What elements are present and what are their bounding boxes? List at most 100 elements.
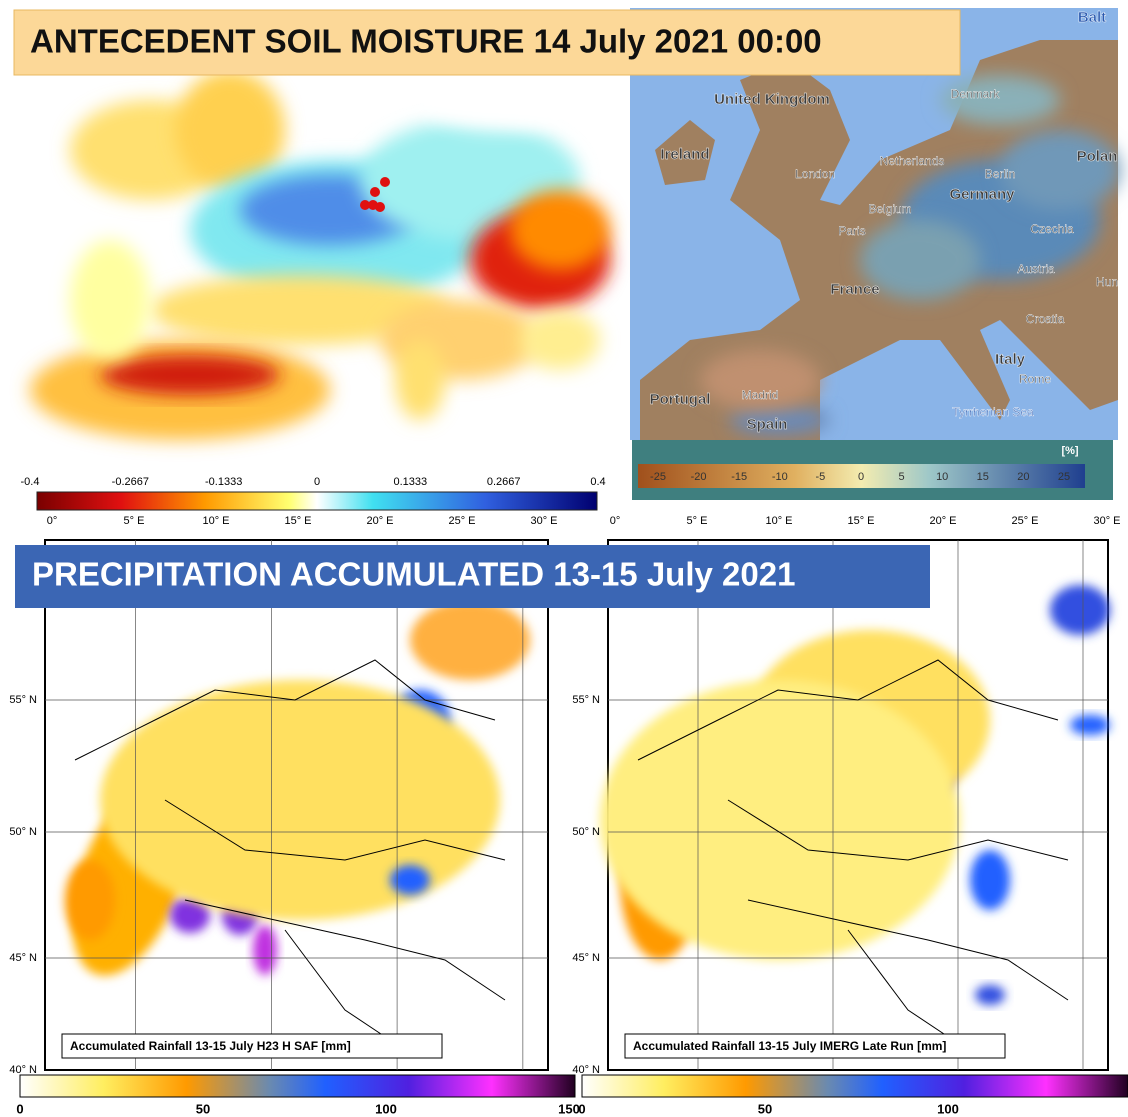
place-label: Czechia bbox=[1030, 222, 1074, 236]
legend-tick-label: -25 bbox=[650, 471, 666, 483]
longitude-label: 5° E bbox=[124, 515, 145, 527]
colorbar-tick-label: 0.1333 bbox=[394, 476, 428, 488]
colorbar bbox=[581, 1074, 1128, 1098]
colorbar-tick-label: 100 bbox=[937, 1101, 959, 1116]
longitude-label: 30° E bbox=[530, 515, 557, 527]
longitude-label: 15° E bbox=[284, 515, 311, 527]
colorbar-tick-label: -0.2667 bbox=[112, 476, 149, 488]
latitude-label: 55° N bbox=[572, 694, 600, 706]
map-area bbox=[1050, 585, 1110, 635]
legend-unit: [%] bbox=[1061, 445, 1078, 457]
legend-tick-label: 10 bbox=[936, 471, 948, 483]
colorbar-tick-label: 0 bbox=[16, 1101, 23, 1116]
latitude-label: 50° N bbox=[9, 826, 37, 838]
longitude-label: 5° E bbox=[687, 515, 708, 527]
longitude-label: 20° E bbox=[366, 515, 393, 527]
place-label: London bbox=[795, 167, 835, 181]
title-box bbox=[13, 9, 961, 76]
place-label: Netherlands bbox=[880, 154, 945, 168]
map-area bbox=[970, 850, 1010, 910]
legend-tick-label: 15 bbox=[977, 471, 989, 483]
latitude-label: 50° N bbox=[572, 826, 600, 838]
caption-box bbox=[624, 1033, 1006, 1059]
latitude-label: 40° N bbox=[572, 1064, 600, 1076]
marker-dot bbox=[380, 177, 390, 187]
latitude-label: 45° N bbox=[572, 952, 600, 964]
place-label: Tyrrhenian Sea bbox=[952, 405, 1034, 419]
percent-map: Balt United Kingdom Denmark Ireland London Ne… bbox=[610, 8, 1121, 527]
colorbar-tick-label: 100 bbox=[375, 1101, 397, 1116]
map-area bbox=[940, 75, 1060, 125]
longitude-label: 25° E bbox=[1011, 515, 1038, 527]
map-area bbox=[390, 865, 430, 895]
marker-dot bbox=[360, 200, 370, 210]
caption: Accumulated Rainfall 13-15 July H23 H SA… bbox=[70, 1039, 351, 1053]
colorbar-tick-label: 0 bbox=[578, 1101, 585, 1116]
place-label: Hun bbox=[1096, 275, 1118, 289]
place-label: Croatia bbox=[1026, 312, 1065, 326]
colorbar-tick-label: 50 bbox=[758, 1101, 772, 1116]
longitude-label: 20° E bbox=[929, 515, 956, 527]
colorbar bbox=[36, 491, 598, 511]
place-label: Spain bbox=[747, 416, 788, 433]
map-area bbox=[600, 680, 960, 960]
colorbar-tick-label: 0 bbox=[314, 476, 320, 488]
place-label: Ireland bbox=[660, 146, 709, 163]
borders bbox=[637, 659, 1069, 1051]
legend-tick-label: 25 bbox=[1058, 471, 1070, 483]
map-area bbox=[175, 70, 285, 190]
map-area bbox=[150, 275, 450, 345]
marker-dot bbox=[375, 202, 385, 212]
place-label: Italy bbox=[995, 351, 1026, 368]
colorbar-tick-label: 0.2667 bbox=[487, 476, 521, 488]
legend-tick-label: 20 bbox=[1017, 471, 1029, 483]
place-label: France bbox=[830, 281, 879, 298]
longitude-label: 25° E bbox=[448, 515, 475, 527]
colorbar-tick-label: -0.1333 bbox=[205, 476, 242, 488]
longitude-label: 30° E bbox=[1093, 515, 1120, 527]
map-area bbox=[100, 355, 280, 395]
legend-tick-label: -5 bbox=[816, 471, 826, 483]
caption-box bbox=[61, 1033, 443, 1059]
anomaly-map: -0.4 -0.2667 -0.1333 0 0.1333 0.2667 0.4 0° 5° E… bbox=[15, 70, 615, 527]
rainfall-map: Accumulated Rainfall 13-15 July H23 H SA… bbox=[9, 539, 580, 1116]
marker-dot bbox=[370, 187, 380, 197]
title-box bbox=[15, 545, 930, 608]
colorbar bbox=[19, 1074, 576, 1098]
map-layer: -0.4 -0.2667 -0.1333 0 0.1333 0.2667 0.4 0° 5° E… bbox=[9, 8, 1128, 1116]
place-label: Rome bbox=[1019, 372, 1051, 386]
map-area bbox=[170, 897, 210, 933]
place-label: Paris bbox=[838, 224, 865, 238]
place-label: Germany bbox=[949, 186, 1015, 203]
section-title: ANTECEDENT SOIL MOISTURE 14 July 2021 00… bbox=[30, 23, 822, 60]
colorbar-tick-label: 150 bbox=[558, 1101, 580, 1116]
place-label: Austria bbox=[1017, 262, 1055, 276]
colorbar-tick-label: 0.4 bbox=[590, 476, 605, 488]
latitude-label: 40° N bbox=[9, 1064, 37, 1076]
map-area bbox=[65, 860, 115, 940]
map-area bbox=[700, 350, 820, 410]
rainfall-map: Accumulated Rainfall 13-15 July IMERG La… bbox=[572, 539, 1128, 1116]
map-area bbox=[1000, 130, 1120, 210]
place-label: Berlin bbox=[985, 167, 1016, 181]
latitude-label: 45° N bbox=[9, 952, 37, 964]
legend-tick-label: 5 bbox=[899, 471, 905, 483]
map-area bbox=[100, 680, 500, 920]
place-label: Balt bbox=[1078, 9, 1106, 26]
place-label: Polan bbox=[1077, 148, 1118, 165]
colorbar-tick-label: 50 bbox=[196, 1101, 210, 1116]
place-label: United Kingdom bbox=[714, 91, 830, 108]
longitude-label: 0° bbox=[610, 515, 621, 527]
map-area bbox=[420, 70, 580, 130]
legend-colorbar bbox=[638, 464, 1085, 488]
map-area bbox=[410, 600, 530, 680]
legend-tick-label: -20 bbox=[691, 471, 707, 483]
caption: Accumulated Rainfall 13-15 July IMERG La… bbox=[633, 1039, 946, 1053]
section-title: PRECIPITATION ACCUMULATED 13-15 July 202… bbox=[32, 556, 795, 593]
map-area bbox=[510, 190, 610, 270]
map-area bbox=[730, 405, 830, 435]
legend-tick-label: 0 bbox=[858, 471, 864, 483]
map-area bbox=[395, 340, 445, 420]
map-area bbox=[520, 310, 600, 370]
